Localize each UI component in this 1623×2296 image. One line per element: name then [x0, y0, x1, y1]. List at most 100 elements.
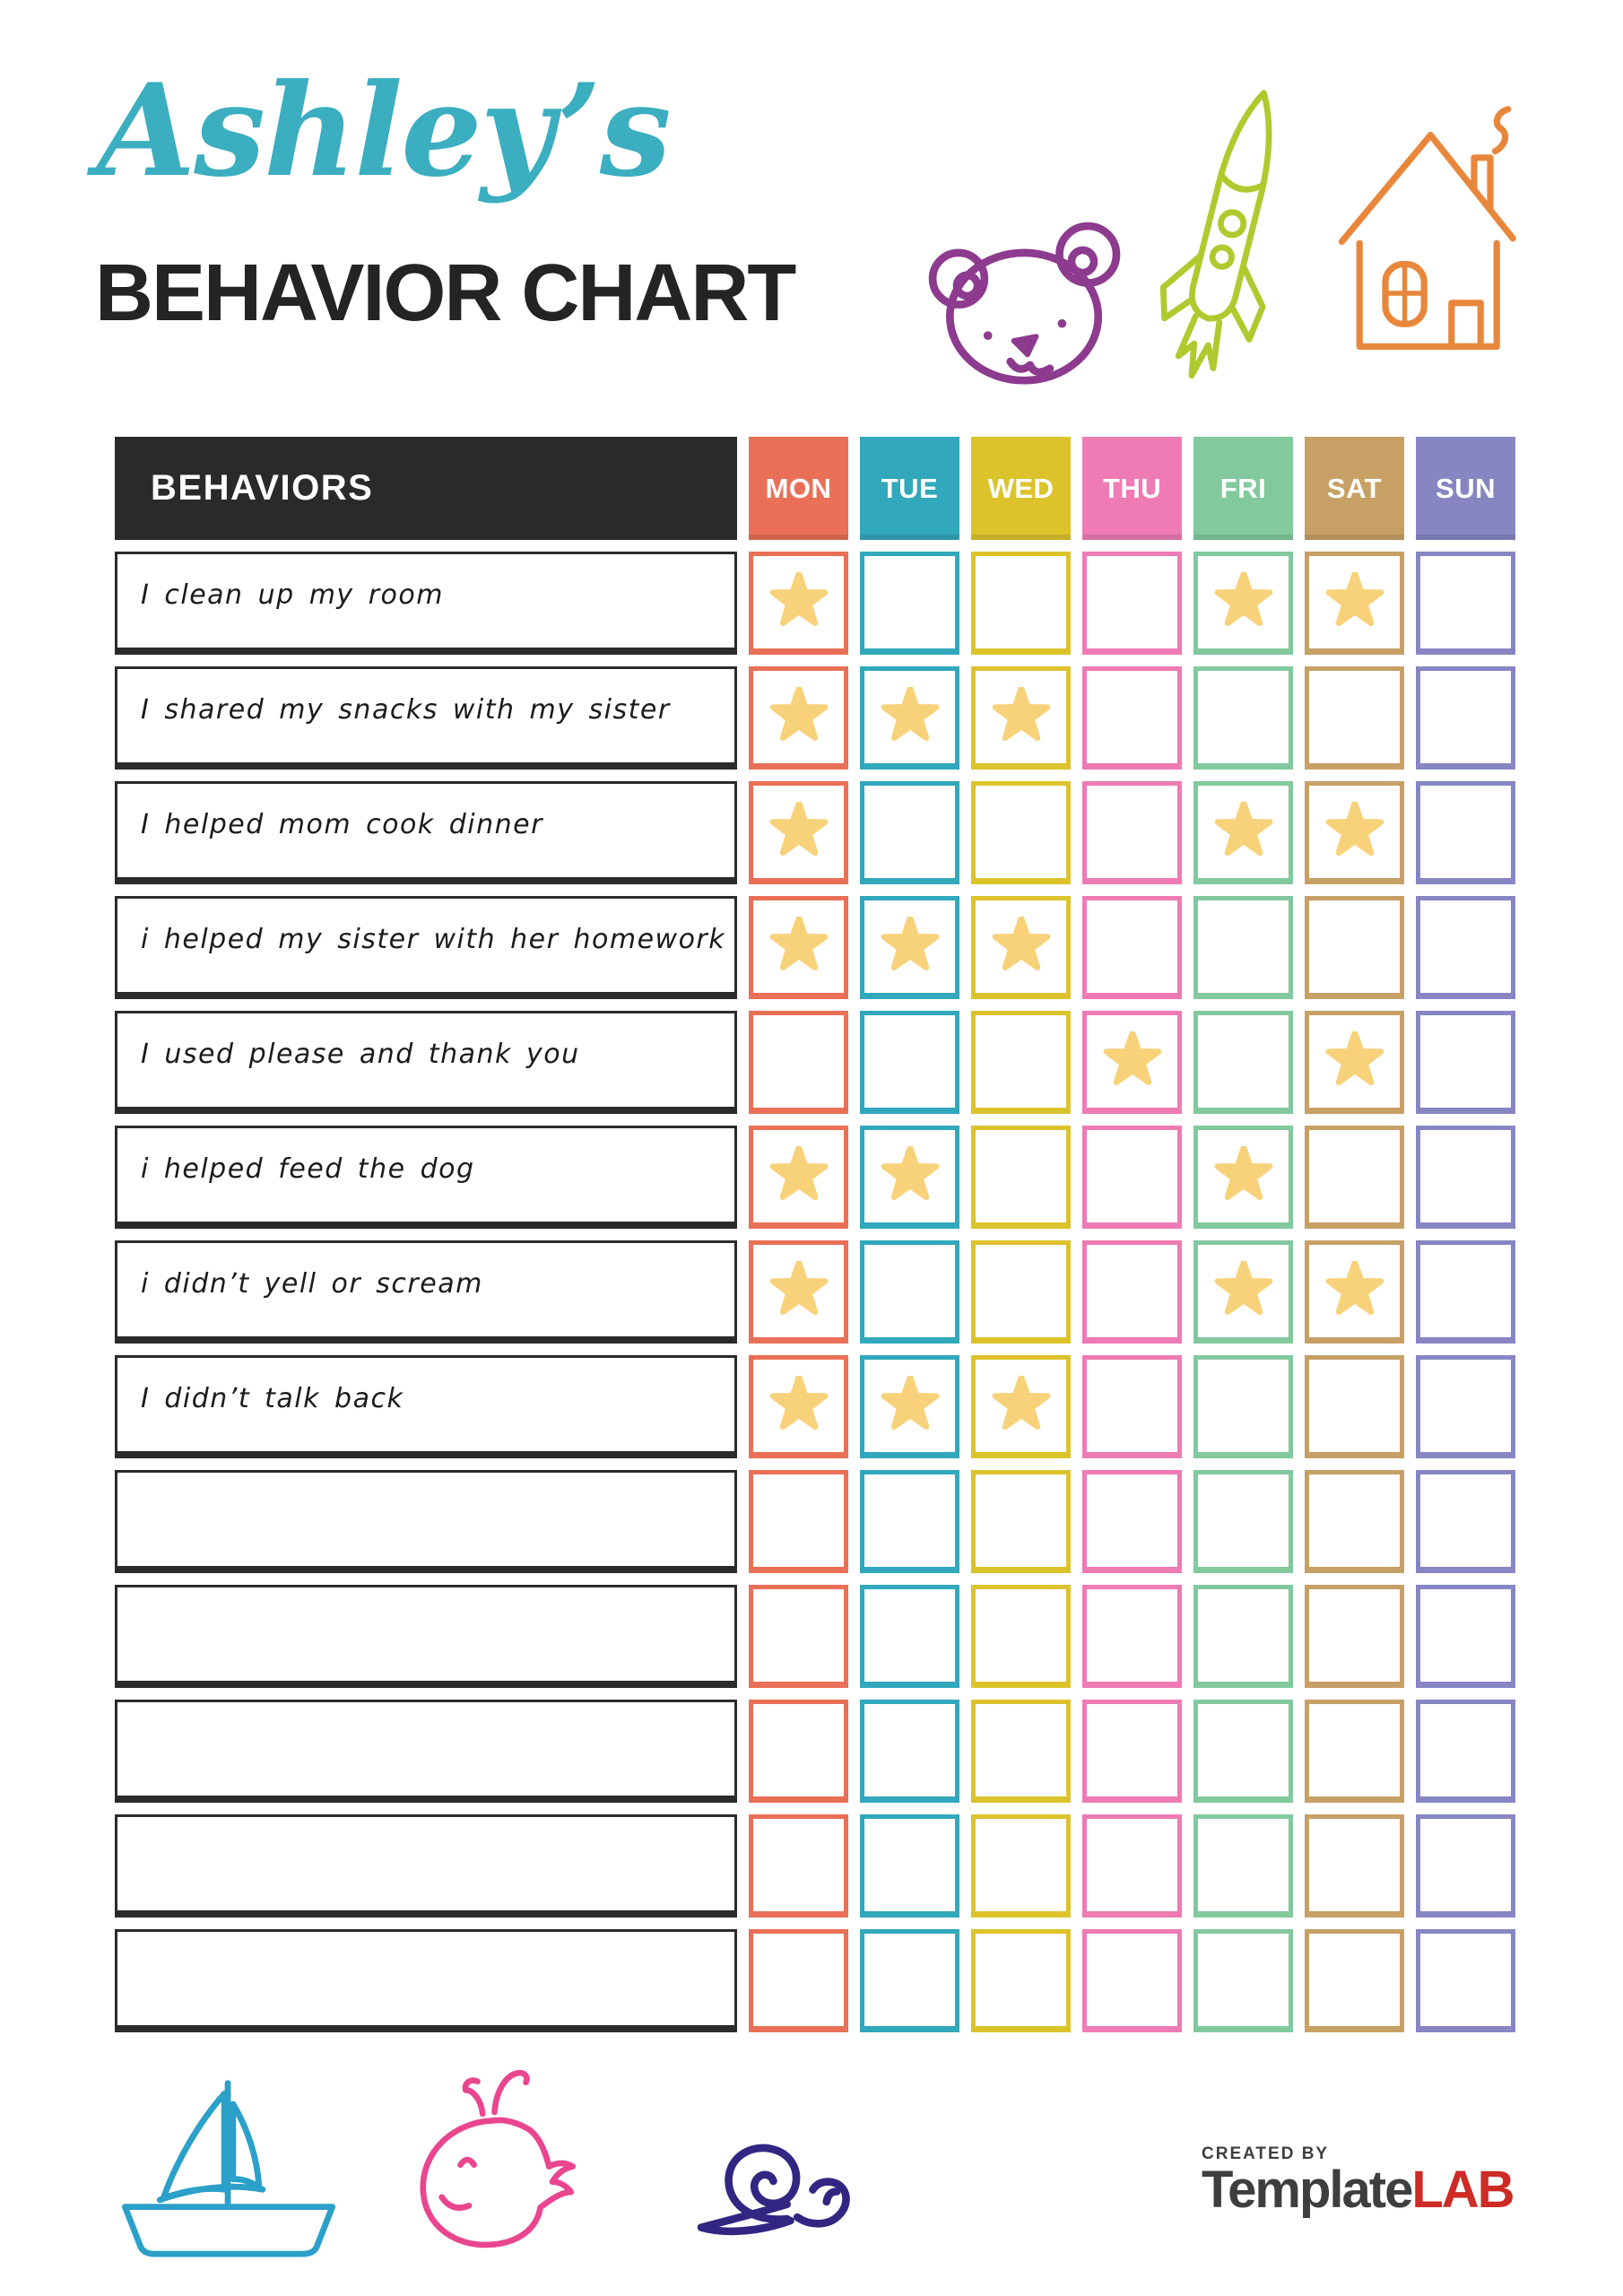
chart-cell-sun-row13[interactable]: [1416, 1929, 1515, 2032]
chart-cell-sat-row6[interactable]: [1305, 1126, 1404, 1229]
chart-cell-sun-row8[interactable]: [1416, 1355, 1515, 1458]
chart-cell-tue-row5[interactable]: [860, 1011, 959, 1114]
chart-cell-thu-row8[interactable]: [1082, 1355, 1182, 1458]
chart-cell-wed-row11[interactable]: [971, 1700, 1071, 1803]
chart-cell-tue-row6[interactable]: [860, 1126, 959, 1229]
chart-cell-fri-row9[interactable]: [1193, 1470, 1293, 1573]
bear-doodle: [922, 204, 1130, 386]
chart-cell-fri-row6[interactable]: [1193, 1126, 1293, 1229]
chart-cell-fri-row12[interactable]: [1193, 1814, 1293, 1918]
chart-cell-sun-row4[interactable]: [1416, 896, 1515, 999]
chart-cell-tue-row7[interactable]: [860, 1240, 959, 1344]
chart-cell-sat-row5[interactable]: [1305, 1011, 1404, 1114]
chart-cell-tue-row12[interactable]: [860, 1814, 959, 1918]
chart-cell-sun-row5[interactable]: [1416, 1011, 1515, 1114]
chart-cell-sat-row7[interactable]: [1305, 1240, 1404, 1344]
chart-cell-sun-row12[interactable]: [1416, 1814, 1515, 1918]
chart-cell-wed-row1[interactable]: [971, 552, 1071, 655]
snail-doodle: [662, 2113, 902, 2248]
chart-cell-fri-row5[interactable]: [1193, 1011, 1293, 1114]
chart-cell-thu-row12[interactable]: [1082, 1814, 1182, 1918]
chart-cell-mon-row4[interactable]: [749, 896, 848, 999]
chart-cell-tue-row2[interactable]: [860, 666, 959, 770]
chart-cell-sun-row9[interactable]: [1416, 1470, 1515, 1573]
behavior-label-row2: I shared my snacks with my sister: [115, 666, 737, 770]
chart-cell-mon-row7[interactable]: [749, 1240, 848, 1344]
chart-cell-mon-row2[interactable]: [749, 666, 848, 770]
chart-cell-thu-row9[interactable]: [1082, 1470, 1182, 1573]
chart-cell-mon-row12[interactable]: [749, 1814, 848, 1918]
chart-cell-thu-row4[interactable]: [1082, 896, 1182, 999]
chart-cell-mon-row11[interactable]: [749, 1700, 848, 1803]
chart-cell-wed-row4[interactable]: [971, 896, 1071, 999]
chart-cell-mon-row13[interactable]: [749, 1929, 848, 2032]
chart-cell-wed-row3[interactable]: [971, 781, 1071, 884]
chart-cell-tue-row13[interactable]: [860, 1929, 959, 2032]
chart-cell-sat-row9[interactable]: [1305, 1470, 1404, 1573]
chart-cell-sat-row4[interactable]: [1305, 896, 1404, 999]
chart-cell-tue-row10[interactable]: [860, 1585, 959, 1688]
chart-cell-thu-row7[interactable]: [1082, 1240, 1182, 1344]
chart-cell-tue-row4[interactable]: [860, 896, 959, 999]
chart-cell-mon-row3[interactable]: [749, 781, 848, 884]
chart-cell-fri-row11[interactable]: [1193, 1700, 1293, 1803]
chart-cell-thu-row1[interactable]: [1082, 552, 1182, 655]
chart-cell-sat-row12[interactable]: [1305, 1814, 1404, 1918]
chart-cell-sun-row1[interactable]: [1416, 552, 1515, 655]
chart-cell-thu-row2[interactable]: [1082, 666, 1182, 770]
chart-cell-sat-row13[interactable]: [1305, 1929, 1404, 2032]
chart-cell-thu-row11[interactable]: [1082, 1700, 1182, 1803]
chart-cell-mon-row8[interactable]: [749, 1355, 848, 1458]
chart-cell-sun-row11[interactable]: [1416, 1700, 1515, 1803]
chart-cell-wed-row13[interactable]: [971, 1929, 1071, 2032]
star-icon: [1214, 571, 1272, 626]
chart-cell-thu-row5[interactable]: [1082, 1011, 1182, 1114]
day-header-sat: SAT: [1305, 437, 1404, 540]
chart-cell-fri-row1[interactable]: [1193, 552, 1293, 655]
chart-cell-thu-row3[interactable]: [1082, 781, 1182, 884]
chart-cell-tue-row9[interactable]: [860, 1470, 959, 1573]
chart-cell-sat-row11[interactable]: [1305, 1700, 1404, 1803]
chart-cell-thu-row13[interactable]: [1082, 1929, 1182, 2032]
chart-cell-sat-row10[interactable]: [1305, 1585, 1404, 1688]
chart-cell-wed-row2[interactable]: [971, 666, 1071, 770]
chart-cell-wed-row9[interactable]: [971, 1470, 1071, 1573]
brand-lab: LAB: [1411, 2161, 1515, 2219]
day-header-sun: SUN: [1416, 437, 1515, 540]
chart-cell-mon-row1[interactable]: [749, 552, 848, 655]
chart-cell-tue-row8[interactable]: [860, 1355, 959, 1458]
chart-cell-wed-row6[interactable]: [971, 1126, 1071, 1229]
chart-cell-sat-row1[interactable]: [1305, 552, 1404, 655]
chart-cell-sun-row7[interactable]: [1416, 1240, 1515, 1344]
day-header-fri: FRI: [1193, 437, 1293, 540]
chart-cell-tue-row3[interactable]: [860, 781, 959, 884]
chart-cell-mon-row10[interactable]: [749, 1585, 848, 1688]
chart-cell-wed-row10[interactable]: [971, 1585, 1071, 1688]
chart-cell-sun-row10[interactable]: [1416, 1585, 1515, 1688]
chart-cell-fri-row4[interactable]: [1193, 896, 1293, 999]
chart-cell-sat-row8[interactable]: [1305, 1355, 1404, 1458]
chart-cell-sun-row3[interactable]: [1416, 781, 1515, 884]
chart-cell-fri-row10[interactable]: [1193, 1585, 1293, 1688]
chart-cell-tue-row11[interactable]: [860, 1700, 959, 1803]
chart-cell-sat-row2[interactable]: [1305, 666, 1404, 770]
chart-cell-fri-row7[interactable]: [1193, 1240, 1293, 1344]
chart-cell-fri-row3[interactable]: [1193, 781, 1293, 884]
chart-cell-thu-row6[interactable]: [1082, 1126, 1182, 1229]
chart-cell-fri-row8[interactable]: [1193, 1355, 1293, 1458]
chart-cell-wed-row5[interactable]: [971, 1011, 1071, 1114]
chart-cell-mon-row9[interactable]: [749, 1470, 848, 1573]
chart-cell-wed-row7[interactable]: [971, 1240, 1071, 1344]
chart-cell-fri-row2[interactable]: [1193, 666, 1293, 770]
chart-cell-tue-row1[interactable]: [860, 552, 959, 655]
chart-cell-sun-row2[interactable]: [1416, 666, 1515, 770]
chart-cell-thu-row10[interactable]: [1082, 1585, 1182, 1688]
chart-cell-mon-row5[interactable]: [749, 1011, 848, 1114]
chart-cell-mon-row6[interactable]: [749, 1126, 848, 1229]
chart-cell-sat-row3[interactable]: [1305, 781, 1404, 884]
chart-cell-fri-row13[interactable]: [1193, 1929, 1293, 2032]
chart-cell-wed-row12[interactable]: [971, 1814, 1071, 1918]
chart-cell-wed-row8[interactable]: [971, 1355, 1071, 1458]
star-icon: [769, 916, 828, 970]
chart-cell-sun-row6[interactable]: [1416, 1126, 1515, 1229]
